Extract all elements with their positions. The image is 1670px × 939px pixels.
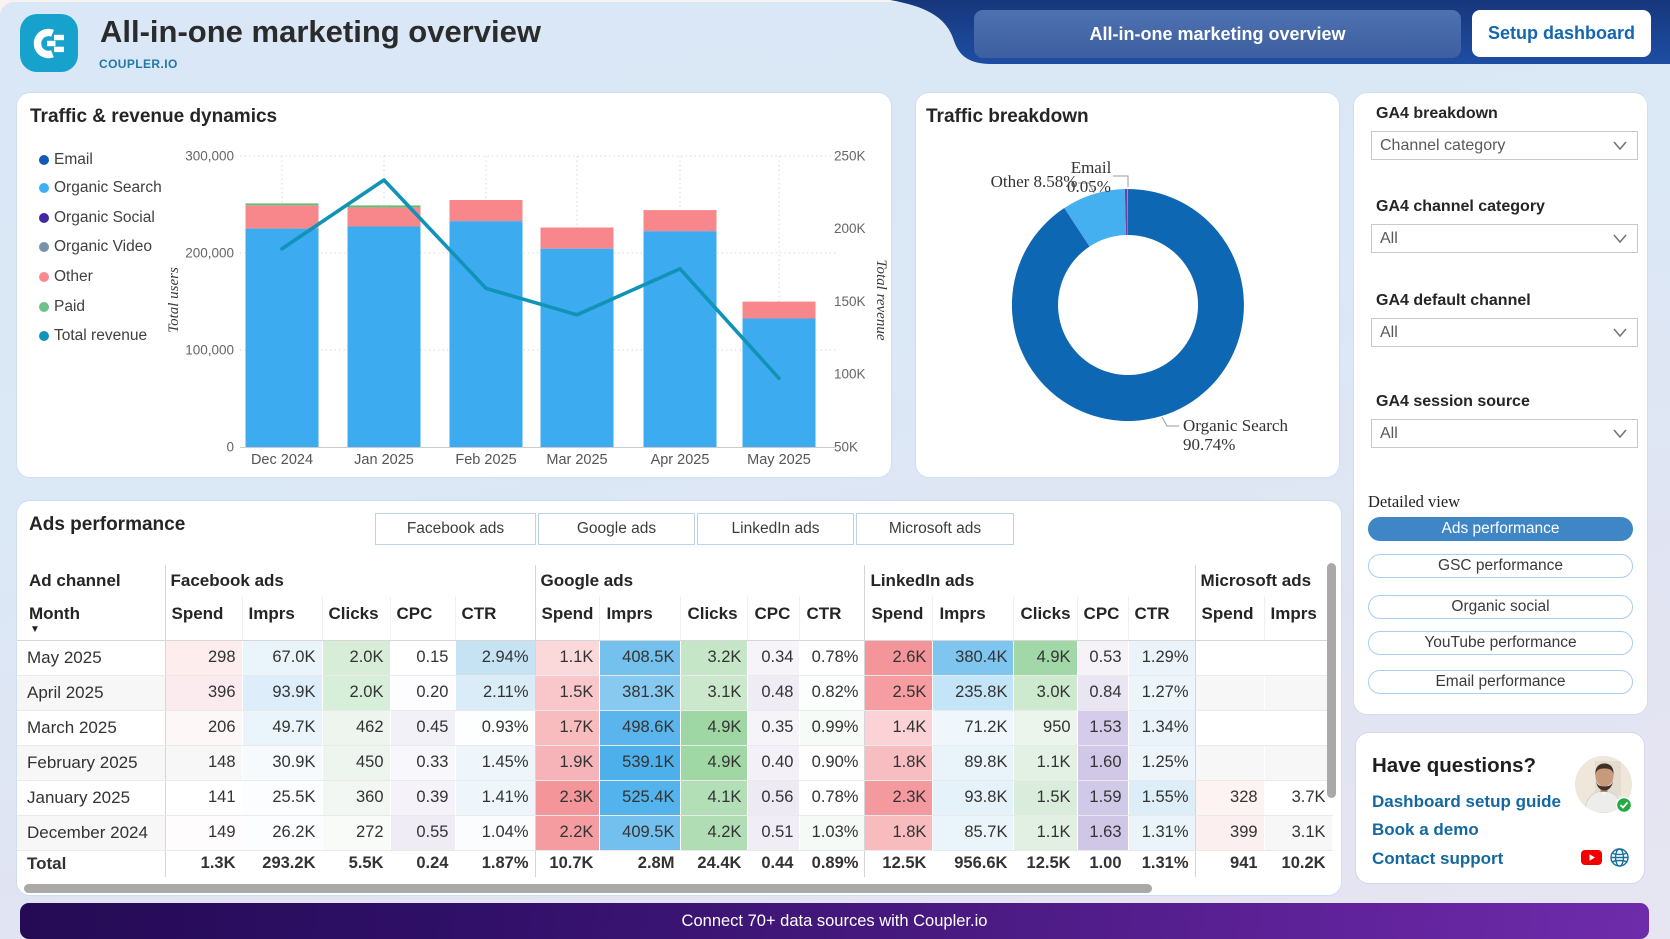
svg-text:100K: 100K: [834, 367, 866, 382]
svg-text:250K: 250K: [834, 149, 866, 164]
svg-text:Dec 2024: Dec 2024: [251, 452, 313, 468]
svg-text:Mar 2025: Mar 2025: [546, 452, 607, 468]
svg-text:May 2025: May 2025: [747, 452, 811, 468]
svg-text:100,000: 100,000: [185, 343, 234, 358]
svg-text:300,000: 300,000: [185, 149, 234, 164]
svg-text:Jan 2025: Jan 2025: [354, 452, 414, 468]
svg-text:150K: 150K: [834, 294, 866, 309]
svg-text:Total users: Total users: [166, 267, 182, 333]
svg-text:Other 8.58%: Other 8.58%: [991, 172, 1078, 191]
svg-text:50K: 50K: [834, 440, 858, 455]
svg-text:0.05%: 0.05%: [1067, 177, 1111, 196]
svg-text:200,000: 200,000: [185, 246, 234, 261]
svg-text:Email: Email: [1071, 158, 1112, 177]
svg-text:90.74%: 90.74%: [1183, 435, 1235, 454]
svg-text:Feb 2025: Feb 2025: [455, 452, 516, 468]
svg-text:Apr 2025: Apr 2025: [651, 452, 710, 468]
svg-text:200K: 200K: [834, 221, 866, 236]
svg-text:Total revenue: Total revenue: [873, 260, 889, 341]
svg-text:0: 0: [226, 440, 234, 455]
svg-text:Organic Search: Organic Search: [1183, 416, 1288, 435]
